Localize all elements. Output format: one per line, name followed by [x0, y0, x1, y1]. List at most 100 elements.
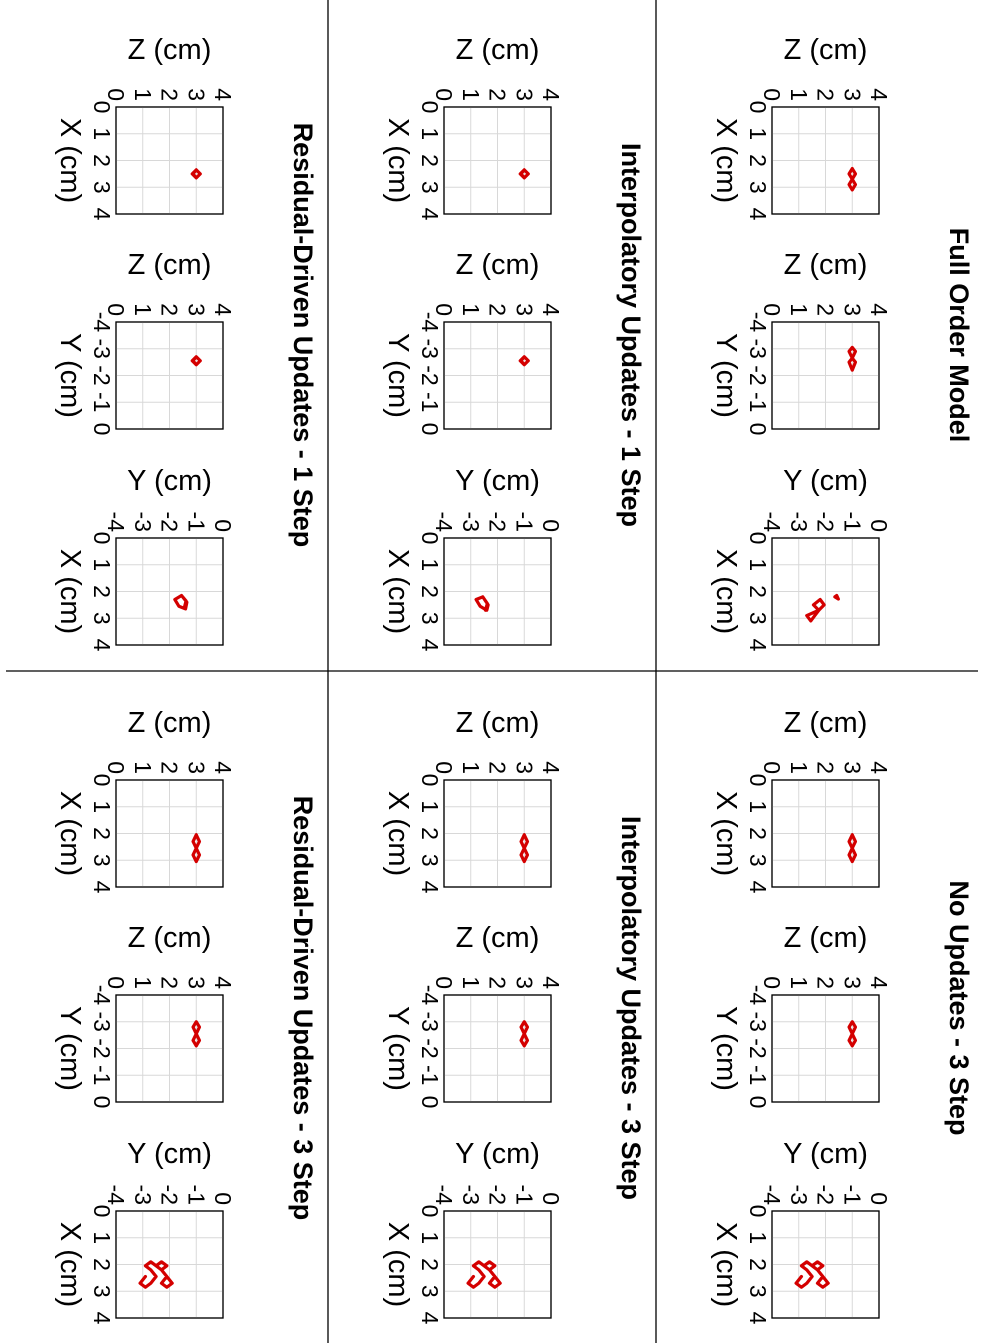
x-tick-label: 4 — [89, 208, 115, 221]
y-tick-label: 1 — [458, 976, 484, 989]
x-tick-label: 0 — [89, 101, 115, 114]
axes-border — [115, 994, 224, 1103]
trajectory-point — [523, 1020, 526, 1023]
axes-border — [443, 321, 552, 430]
y-tick-label: 3 — [839, 976, 865, 989]
x-tick-label: -3 — [89, 1012, 115, 1032]
trajectory-point — [854, 183, 857, 186]
x-tick-label: 0 — [417, 1205, 443, 1218]
y-tick-label: 2 — [485, 303, 511, 316]
y-tick-label: 1 — [458, 303, 484, 316]
y-tick-label: -3 — [458, 512, 484, 532]
trajectory-point — [851, 167, 854, 170]
trajectory-point — [195, 833, 198, 837]
y-tick-label: 2 — [157, 976, 183, 989]
y-tick-label: 3 — [511, 88, 537, 101]
trajectory-point — [854, 840, 857, 843]
trajectory-point — [160, 1268, 163, 1272]
y-axis-label: Z (cm) — [128, 922, 212, 954]
x-axis-label: Y (cm) — [54, 1006, 86, 1091]
trajectory-point — [184, 599, 188, 603]
x-tick-label: -2 — [745, 1038, 771, 1058]
trajectory-point — [195, 355, 198, 358]
trajectory-point — [523, 833, 526, 837]
trajectory-point — [826, 1282, 830, 1285]
y-tick-label: -2 — [813, 512, 839, 532]
x-tick-label: -3 — [745, 339, 771, 359]
trajectory-point — [800, 1275, 803, 1278]
trajectory-point — [519, 840, 523, 843]
trajectory-point — [800, 1286, 803, 1289]
y-tick-label: 1 — [458, 88, 484, 101]
y-tick-label: -1 — [839, 512, 865, 532]
trajectory-point — [523, 847, 526, 850]
subfigure-title: Interpolatory Updates - 3 Step — [616, 816, 646, 1200]
y-tick-label: 3 — [183, 303, 209, 316]
x-tick-label: -3 — [745, 1012, 771, 1032]
trajectory-point — [805, 1282, 808, 1285]
y-tick-label: 0 — [431, 88, 457, 101]
trajectory-point — [851, 1032, 854, 1035]
trajectory-point — [191, 1039, 195, 1042]
trajectory-point — [519, 172, 523, 176]
x-axis-label: X (cm) — [382, 118, 414, 203]
y-tick-label: 3 — [839, 303, 865, 316]
y-tick-label: 0 — [210, 1192, 236, 1205]
x-tick-label: 2 — [417, 585, 443, 598]
trajectory-point — [526, 840, 529, 843]
x-tick-label: 2 — [417, 1258, 443, 1271]
y-tick-label: 4 — [538, 761, 564, 774]
y-tick-label: 3 — [511, 761, 537, 774]
trajectory-point — [191, 359, 195, 362]
x-tick-label: 2 — [745, 585, 771, 598]
y-tick-label: -3 — [130, 512, 156, 532]
trajectory-point — [847, 360, 851, 364]
y-axis-label: Z (cm) — [128, 707, 212, 739]
trajectory-point — [523, 355, 526, 358]
axes-border — [115, 779, 224, 888]
x-tick-label: 1 — [745, 558, 771, 571]
x-tick-label: 1 — [89, 1231, 115, 1244]
trajectory-point — [847, 183, 851, 186]
y-tick-label: 0 — [103, 88, 129, 101]
y-axis-label: Z (cm) — [128, 34, 212, 66]
trajectory-point — [519, 1025, 523, 1029]
x-axis-label: X (cm) — [710, 118, 742, 203]
x-axis-label: Y (cm) — [710, 1006, 742, 1091]
trajectory-point — [195, 1044, 198, 1048]
y-tick-label: -4 — [431, 512, 457, 533]
trajectory-point — [847, 853, 851, 857]
y-tick-label: -4 — [759, 1185, 785, 1206]
trajectory-point — [519, 1039, 523, 1042]
x-tick-label: 0 — [417, 774, 443, 787]
trajectory-point — [144, 1275, 147, 1278]
trajectory-point — [195, 847, 198, 850]
trajectory-point — [821, 1286, 825, 1289]
x-tick-label: 4 — [89, 881, 115, 894]
x-tick-label: 4 — [417, 881, 443, 894]
x-tick-label: 0 — [417, 101, 443, 114]
trajectory-point — [488, 1282, 491, 1285]
trajectory-point — [821, 1264, 825, 1268]
trajectory-point — [810, 1264, 814, 1268]
x-tick-label: 1 — [89, 558, 115, 571]
y-axis-label: Z (cm) — [784, 34, 868, 66]
trajectory-point — [180, 594, 183, 597]
trajectory-point — [523, 1032, 526, 1035]
panel-2: -4-3-2-100 1 2 3 4Y (cm)Z (cm) — [382, 249, 564, 435]
y-tick-label: 1 — [130, 303, 156, 316]
trajectory-point — [493, 1286, 497, 1289]
trajectory-point — [523, 1044, 526, 1048]
y-axis-label: Y (cm) — [783, 465, 868, 497]
trajectory-point — [822, 603, 826, 607]
trajectory-point — [854, 853, 857, 857]
trajectory-point — [195, 176, 198, 180]
y-axis-label: Z (cm) — [456, 707, 540, 739]
trajectory-point — [813, 614, 816, 617]
trajectory-point — [472, 1275, 475, 1278]
x-axis-label: X (cm) — [710, 1222, 742, 1307]
y-tick-label: -3 — [130, 1185, 156, 1205]
